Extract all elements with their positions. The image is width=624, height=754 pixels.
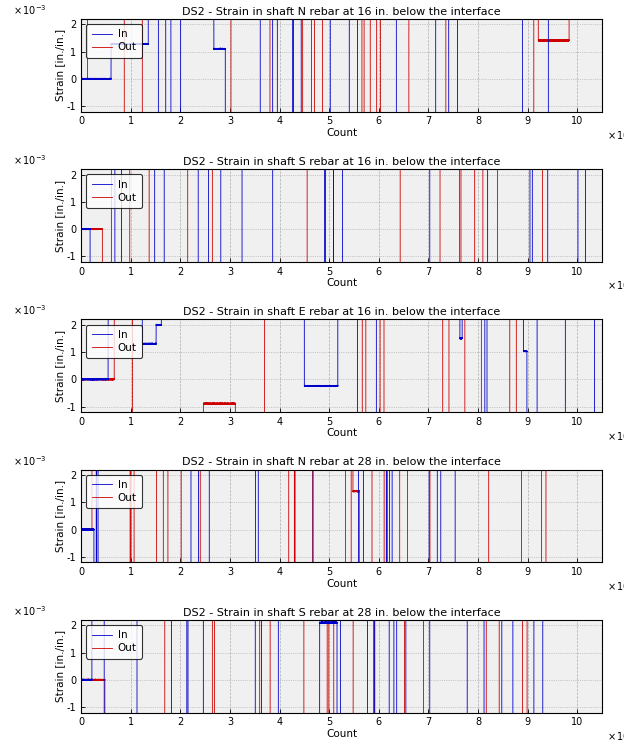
Out xyxy=(235,428,243,437)
X-axis label: Count: Count xyxy=(326,278,357,288)
Text: $\times\,10^{-3}$: $\times\,10^{-3}$ xyxy=(13,3,47,17)
Out xyxy=(77,75,85,84)
In xyxy=(77,525,85,534)
Out xyxy=(77,676,85,685)
Line: Out: Out xyxy=(81,0,602,754)
Y-axis label: Strain [in./in.]: Strain [in./in.] xyxy=(56,630,66,702)
X-axis label: Count: Count xyxy=(326,729,357,739)
Line: In: In xyxy=(81,0,602,754)
In xyxy=(77,676,85,685)
Line: In: In xyxy=(81,0,602,754)
Line: Out: Out xyxy=(81,0,602,754)
Title: DS2 - Strain in shaft S rebar at 16 in. below the interface: DS2 - Strain in shaft S rebar at 16 in. … xyxy=(183,157,500,167)
Line: In: In xyxy=(81,0,602,754)
Text: $\times\,10^4$: $\times\,10^4$ xyxy=(607,128,624,142)
Out xyxy=(530,367,537,376)
Legend: In, Out: In, Out xyxy=(86,475,142,508)
In xyxy=(77,75,85,84)
X-axis label: Count: Count xyxy=(326,128,357,138)
In xyxy=(235,446,243,455)
Text: $\times\,10^{-3}$: $\times\,10^{-3}$ xyxy=(13,454,47,467)
Out xyxy=(525,320,532,329)
Title: DS2 - Strain in shaft E rebar at 16 in. below the interface: DS2 - Strain in shaft E rebar at 16 in. … xyxy=(183,307,500,317)
In xyxy=(530,300,537,309)
In xyxy=(77,225,85,234)
Legend: In, Out: In, Out xyxy=(86,24,142,57)
Out xyxy=(525,220,532,229)
X-axis label: Count: Count xyxy=(326,428,357,438)
Out xyxy=(530,161,537,170)
In xyxy=(312,381,319,390)
Text: $\times\,10^{-3}$: $\times\,10^{-3}$ xyxy=(13,604,47,618)
Line: Out: Out xyxy=(81,0,602,754)
Y-axis label: Strain [in./in.]: Strain [in./in.] xyxy=(56,329,66,402)
Out xyxy=(77,526,85,535)
Legend: In, Out: In, Out xyxy=(86,324,142,358)
Text: $\times\,10^{-3}$: $\times\,10^{-3}$ xyxy=(13,153,47,167)
In xyxy=(230,145,237,154)
Line: Out: Out xyxy=(81,0,602,754)
Out xyxy=(312,146,319,155)
Y-axis label: Strain [in./in.]: Strain [in./in.] xyxy=(56,29,66,101)
Out xyxy=(235,665,243,674)
Out xyxy=(525,368,532,377)
Line: In: In xyxy=(81,0,602,754)
Text: $\times\,10^{-3}$: $\times\,10^{-3}$ xyxy=(13,304,47,317)
Text: $\times\,10^4$: $\times\,10^4$ xyxy=(607,278,624,293)
Out xyxy=(312,290,319,299)
In xyxy=(598,719,606,728)
Title: DS2 - Strain in shaft S rebar at 28 in. below the interface: DS2 - Strain in shaft S rebar at 28 in. … xyxy=(183,608,500,618)
Legend: In, Out: In, Out xyxy=(86,174,142,208)
Text: $\times\,10^4$: $\times\,10^4$ xyxy=(607,579,624,593)
In xyxy=(598,266,606,275)
Legend: In, Out: In, Out xyxy=(86,625,142,658)
Out xyxy=(77,375,85,384)
Y-axis label: Strain [in./in.]: Strain [in./in.] xyxy=(56,480,66,552)
In xyxy=(230,446,237,455)
Y-axis label: Strain [in./in.]: Strain [in./in.] xyxy=(56,179,66,252)
Title: DS2 - Strain in shaft N rebar at 16 in. below the interface: DS2 - Strain in shaft N rebar at 16 in. … xyxy=(182,7,501,17)
Text: $\times\,10^4$: $\times\,10^4$ xyxy=(607,729,624,743)
In xyxy=(229,176,236,185)
X-axis label: Count: Count xyxy=(326,578,357,589)
In xyxy=(312,614,319,623)
In xyxy=(235,144,243,153)
Out xyxy=(598,284,606,293)
Out xyxy=(229,665,236,674)
Text: $\times\,10^4$: $\times\,10^4$ xyxy=(607,429,624,443)
Out xyxy=(229,399,236,408)
In xyxy=(77,375,85,384)
In xyxy=(525,299,532,308)
Line: In: In xyxy=(81,0,602,754)
Line: Out: Out xyxy=(81,0,602,754)
Out xyxy=(530,220,537,229)
Out xyxy=(77,225,85,234)
Title: DS2 - Strain in shaft N rebar at 28 in. below the interface: DS2 - Strain in shaft N rebar at 28 in. … xyxy=(182,458,501,467)
In xyxy=(235,176,243,185)
